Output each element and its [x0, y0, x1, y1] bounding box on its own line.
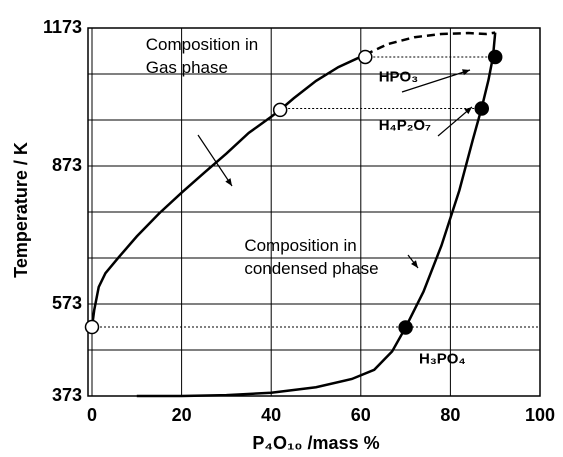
y-tick-label: 1173 — [43, 17, 82, 37]
annotation: Composition in — [146, 35, 258, 54]
point — [474, 101, 490, 116]
annotation: Gas phase — [146, 58, 228, 77]
annotation: condensed phase — [244, 259, 378, 278]
point — [272, 102, 288, 118]
point — [84, 319, 100, 335]
arrow — [437, 106, 473, 137]
x-tick-label: 20 — [172, 405, 192, 425]
arrow-head — [462, 69, 470, 76]
x-tick-label: 80 — [440, 405, 460, 425]
arrow — [401, 69, 471, 93]
y-tick-label: 573 — [52, 293, 82, 313]
arrow-head — [411, 260, 418, 268]
arrow-head — [225, 178, 232, 186]
curve — [136, 32, 497, 398]
y-tick-label: 373 — [52, 385, 82, 405]
annotation: H₃PO₄ — [419, 351, 466, 368]
annotation: Composition in — [244, 236, 356, 255]
arrow-head — [464, 107, 472, 115]
x-tick-label: 60 — [351, 405, 371, 425]
y-axis-title: Temperature / K — [11, 142, 31, 278]
annotation: H₄P₂O₇ — [379, 117, 431, 134]
annotation: HPO₃ — [379, 69, 419, 86]
point — [398, 320, 413, 335]
arrow — [197, 134, 233, 187]
x-tick-label: 100 — [525, 405, 555, 425]
point — [487, 49, 503, 65]
x-tick-label: 0 — [87, 405, 97, 425]
y-tick-label: 873 — [52, 155, 82, 175]
curve — [364, 31, 496, 56]
x-axis-title: P₄O₁₀ /mass % — [252, 433, 379, 453]
curve — [90, 53, 366, 328]
x-tick-label: 40 — [261, 405, 281, 425]
point — [358, 49, 373, 65]
